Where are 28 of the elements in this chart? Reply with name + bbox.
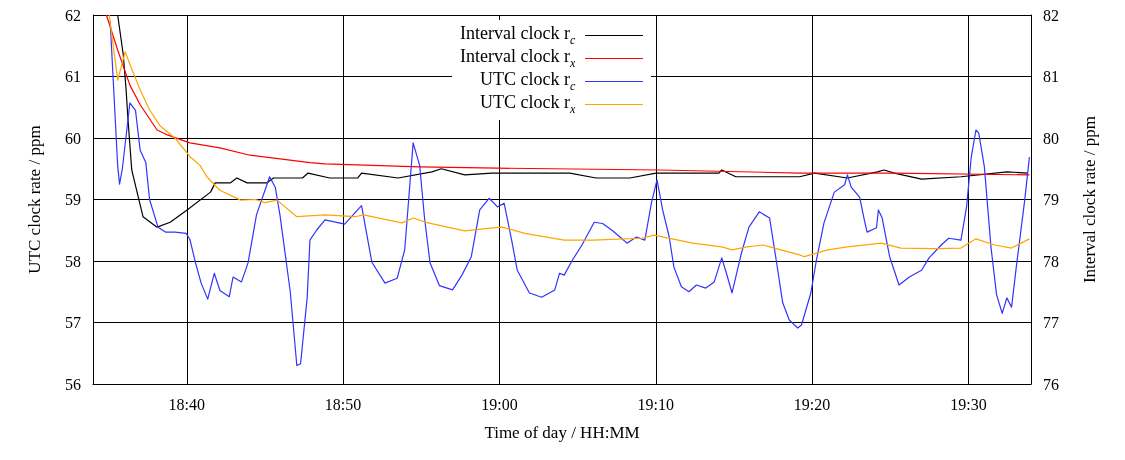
y2-tick-label: 81 <box>1043 68 1059 85</box>
legend-label: UTC clock r$_{c}$ <box>479 69 576 94</box>
legend-label: Interval clock r$_{c}$ <box>460 23 576 48</box>
y2-tick-label: 77 <box>1043 314 1059 331</box>
x-tick-label: 19:00 <box>481 395 518 413</box>
x-tick-label: 18:40 <box>168 395 206 413</box>
y2-tick-label: 82 <box>1043 6 1059 24</box>
legend-label: UTC clock r$_{x}$ <box>479 92 576 117</box>
y2-tick-label: 78 <box>1043 252 1059 270</box>
y-tick-label: 58 <box>65 252 81 270</box>
y-tick-label: 57 <box>65 314 81 331</box>
y-tick-label: 59 <box>65 191 81 208</box>
y-tick-label: 61 <box>65 68 81 85</box>
x-tick-label: 19:30 <box>950 395 987 413</box>
x-tick-label: 18:50 <box>324 395 362 413</box>
legend-label: Interval clock r$_{x}$ <box>460 46 576 71</box>
x-axis-title: Time of day / HH:MM <box>484 423 640 442</box>
line-series <box>105 14 1031 176</box>
y2-tick-label: 76 <box>1043 375 1059 393</box>
y-tick-label: 62 <box>65 6 81 24</box>
y2-tick-label: 80 <box>1043 129 1059 147</box>
y2-tick-label: 79 <box>1043 191 1059 208</box>
y-tick-label: 56 <box>65 375 81 393</box>
y2-axis-title: Interval clock rate / ppm <box>1080 115 1099 284</box>
y-tick-label: 60 <box>65 129 81 147</box>
x-tick-label: 19:20 <box>793 395 831 413</box>
y-axis-title: UTC clock rate / ppm <box>25 125 44 274</box>
x-tick-label: 19:10 <box>637 395 675 413</box>
